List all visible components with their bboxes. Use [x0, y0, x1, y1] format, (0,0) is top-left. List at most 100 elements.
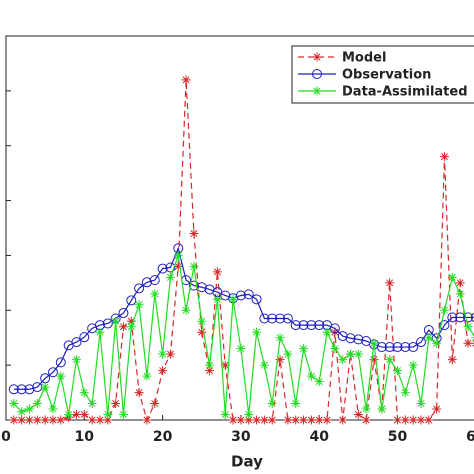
legend-marker [312, 69, 322, 79]
data-point [235, 290, 246, 301]
data-point [408, 360, 418, 370]
data-point [369, 338, 379, 348]
data-point [48, 404, 58, 414]
data-point [345, 333, 356, 344]
legend-marker [312, 86, 322, 96]
data-point [275, 355, 285, 365]
data-point [252, 327, 262, 337]
data-point [439, 305, 449, 315]
data-point [48, 415, 58, 425]
data-point [259, 415, 269, 425]
data-point [283, 349, 293, 359]
x-tick-label: 40 [309, 429, 329, 445]
data-point [338, 355, 348, 365]
legend-label: Model [342, 51, 386, 66]
data-point [24, 404, 34, 414]
data-point [259, 313, 270, 324]
data-point [322, 415, 332, 425]
data-point [79, 388, 89, 398]
data-point [462, 312, 473, 323]
data-point [267, 415, 277, 425]
data-point [56, 371, 66, 381]
x-tick-label: 30 [231, 429, 251, 445]
data-point [424, 333, 434, 343]
data-point [197, 327, 207, 337]
data-point [447, 355, 457, 365]
data-point [9, 415, 19, 425]
data-point [416, 399, 426, 409]
data-point [205, 360, 215, 370]
data-point [212, 267, 222, 277]
data-point [9, 399, 19, 409]
data-point [361, 404, 371, 414]
data-point [95, 327, 105, 337]
x-tick-label: 20 [153, 429, 173, 445]
data-point [330, 327, 340, 337]
data-point [150, 289, 160, 299]
data-point [392, 342, 403, 353]
data-point [283, 415, 293, 425]
data-point [243, 289, 254, 300]
data-point [32, 415, 42, 425]
data-point [71, 410, 81, 420]
data-point [275, 313, 286, 324]
data-point [385, 355, 395, 365]
data-point [157, 263, 168, 274]
data-point [267, 399, 277, 409]
data-point [306, 371, 316, 381]
data-point [134, 300, 144, 310]
data-point [102, 318, 113, 329]
data-point [165, 272, 175, 282]
data-point [400, 342, 411, 353]
data-point [188, 280, 199, 291]
data-point [252, 415, 262, 425]
data-point [228, 415, 238, 425]
data-point [298, 320, 309, 331]
data-point [71, 355, 81, 365]
data-point [173, 261, 183, 271]
data-point [158, 349, 168, 359]
data-point [111, 399, 121, 409]
data-point [299, 415, 309, 425]
data-point [455, 278, 465, 288]
data-point [158, 366, 168, 376]
data-point [205, 366, 215, 376]
data-point [24, 384, 35, 395]
data-point [369, 355, 379, 365]
data-point [455, 289, 465, 299]
data-point [17, 415, 27, 425]
data-point [87, 399, 97, 409]
data-point [79, 332, 90, 343]
data-point [142, 371, 152, 381]
data-point [346, 349, 356, 359]
data-point [447, 312, 458, 323]
data-point [415, 337, 426, 348]
data-point [64, 410, 74, 420]
legend-label: Data-Assimilated [342, 85, 468, 100]
data-point [330, 344, 340, 354]
data-point [290, 320, 301, 331]
data-point [275, 333, 285, 343]
data-point [455, 312, 466, 323]
data-point [71, 337, 82, 348]
data-point [447, 272, 457, 282]
data-point [424, 415, 434, 425]
data-point [393, 366, 402, 376]
data-point [87, 415, 97, 425]
data-point [353, 410, 363, 420]
data-point [338, 415, 348, 425]
data-point [244, 410, 254, 420]
data-point [384, 342, 395, 353]
data-point [439, 152, 449, 162]
data-point [236, 415, 246, 425]
data-point [126, 322, 136, 332]
data-point [40, 382, 50, 392]
x-tick-label: 50 [388, 429, 408, 445]
data-point [463, 322, 473, 332]
data-point [400, 388, 410, 398]
data-point [189, 261, 199, 271]
data-point [95, 415, 105, 425]
x-tick-label: 10 [75, 429, 95, 445]
data-point [134, 388, 144, 398]
data-point [181, 305, 191, 315]
